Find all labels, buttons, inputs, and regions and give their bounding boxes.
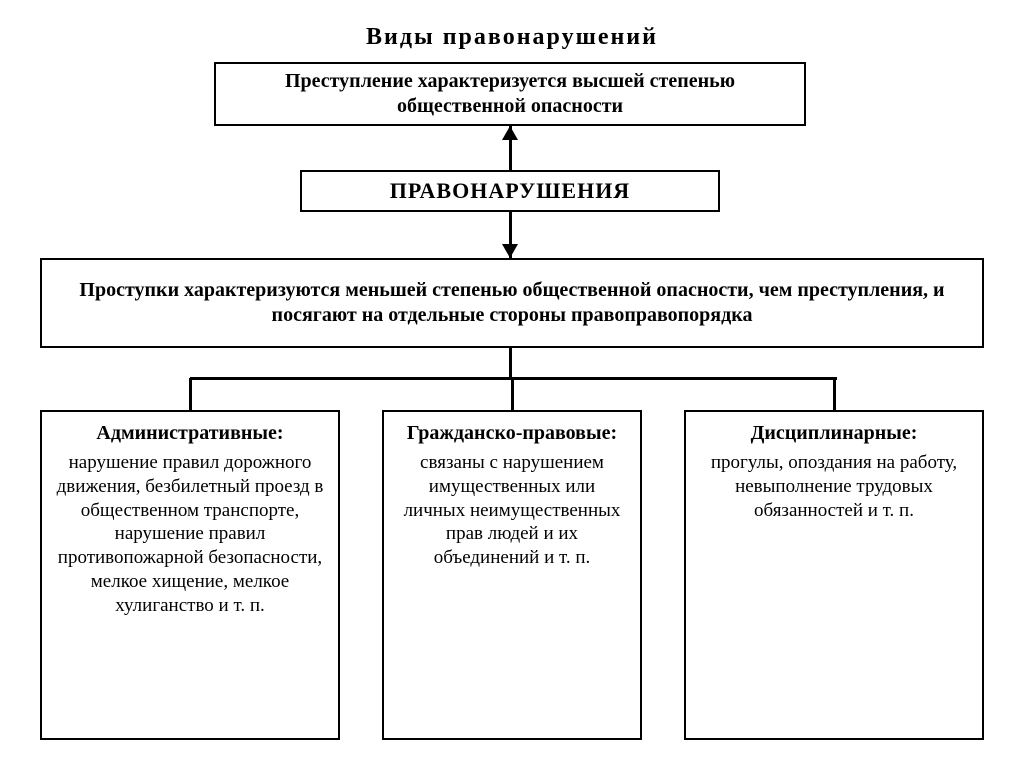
box-disc-body: прогулы, опоздания на работу, невыполнен… (700, 451, 968, 522)
box-center: ПРАВОНАРУШЕНИЯ (300, 170, 720, 212)
box-civil-body: связаны с нарушением имущественных или л… (398, 451, 626, 570)
diagram-title: Виды правонарушений (0, 24, 1024, 51)
box-admin: Административные: нарушение правил дорож… (40, 410, 340, 740)
conn-drop-civil (511, 378, 514, 410)
box-crime-text: Преступление характеризуется высшей степ… (230, 69, 790, 119)
conn-stub-top (509, 348, 512, 378)
arrow-down-icon (502, 244, 518, 258)
box-civil: Гражданско-правовые: связаны с нарушение… (382, 410, 642, 740)
box-misdemeanor: Проступки характеризуются меньшей степен… (40, 258, 984, 348)
box-misdemeanor-text: Проступки характеризуются меньшей степен… (56, 278, 968, 328)
conn-drop-disc (833, 378, 836, 410)
box-admin-heading: Административные: (96, 422, 283, 445)
box-disc-heading: Дисциплинарные: (751, 422, 918, 445)
conn-hbar (190, 377, 837, 380)
box-civil-heading: Гражданско-правовые: (407, 422, 617, 445)
box-disc: Дисциплинарные: прогулы, опоздания на ра… (684, 410, 984, 740)
box-crime: Преступление характеризуется высшей степ… (214, 62, 806, 126)
conn-drop-admin (189, 378, 192, 410)
box-center-text: ПРАВОНАРУШЕНИЯ (390, 177, 630, 205)
arrow-up-icon (502, 126, 518, 140)
box-admin-body: нарушение правил дорожного движения, без… (56, 451, 324, 617)
